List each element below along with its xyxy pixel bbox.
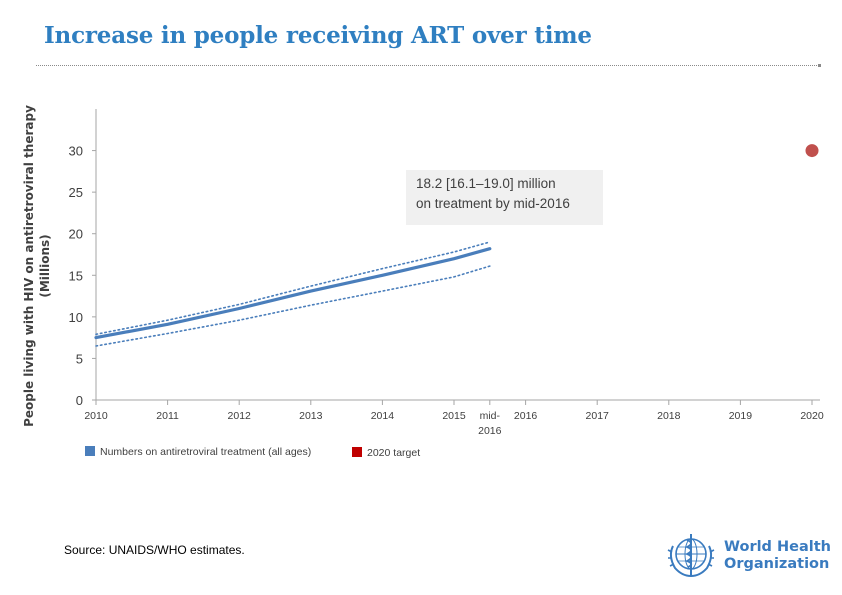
x-tick-label: 2015	[442, 410, 466, 422]
chart-series	[94, 144, 819, 347]
x-tick-label: 2017	[586, 410, 610, 422]
who-logo: World Health Organization	[664, 530, 831, 580]
slide-title: Increase in people receiving ART over ti…	[44, 22, 592, 49]
who-wordmark-line-1: World Health	[724, 539, 831, 555]
x-tick-label: 2013	[299, 410, 323, 422]
annotation-line-2: on treatment by mid-2016	[416, 196, 570, 211]
x-tick-label: 2012	[228, 410, 252, 422]
who-emblem-icon	[667, 534, 715, 577]
chart-legend: Numbers on antiretroviral treatment (all…	[85, 446, 420, 459]
x-tick-label: 2010	[84, 410, 108, 422]
annotation-line-1: 18.2 [16.1–19.0] million	[416, 176, 556, 191]
y-tick-label: 5	[76, 351, 83, 366]
x-tick-label: 2016	[514, 410, 538, 422]
legend-swatch	[352, 447, 362, 457]
y-tick-label: 0	[76, 393, 83, 408]
x-tick-label: 2018	[657, 410, 681, 422]
annotation-box	[406, 170, 603, 225]
source-note: Source: UNAIDS/WHO estimates.	[64, 543, 245, 557]
art-line-chart: 18.2 [16.1–19.0] million on treatment by…	[22, 105, 824, 459]
x-tick-label: 2014	[371, 410, 395, 422]
upper-bound-line	[95, 241, 491, 336]
lower-bound-line	[95, 265, 491, 347]
legend-swatch	[85, 446, 95, 456]
target-2020-marker	[805, 144, 819, 158]
x-tick-label: 2019	[729, 410, 753, 422]
title-divider	[36, 65, 821, 66]
y-tick-label: 30	[69, 144, 83, 159]
legend-label: 2020 target	[367, 447, 420, 459]
x-tick-label: 2011	[156, 410, 179, 422]
y-tick-label: 15	[69, 268, 83, 283]
x-tick-label: mid-2016	[478, 410, 502, 437]
legend-label: Numbers on antiretroviral treatment (all…	[100, 446, 311, 458]
y-axis-title: People living with HIV on antiretroviral…	[22, 105, 52, 427]
title-divider-end-mark	[818, 64, 821, 67]
x-tick-label: 2020	[800, 410, 824, 422]
y-tick-label: 20	[69, 227, 83, 242]
x-axis-ticks: 2010 2011 2012 2013 2014 2015 mid-2016 2016 2017…	[84, 400, 824, 437]
who-wordmark: World Health Organization	[724, 539, 831, 573]
y-axis-title-line-2: (Millions)	[38, 234, 52, 297]
y-tick-label: 25	[69, 185, 83, 200]
who-wordmark-line-2: Organization	[724, 556, 830, 572]
y-tick-label: 10	[69, 310, 83, 325]
y-axis-title-line-1: People living with HIV on antiretroviral…	[22, 105, 36, 427]
chart-annotation: 18.2 [16.1–19.0] million on treatment by…	[406, 170, 603, 225]
art-numbers-line	[94, 247, 492, 340]
y-axis-ticks: 0 5 10 15 20 25 30	[69, 144, 96, 408]
chart-axes	[95, 109, 820, 401]
